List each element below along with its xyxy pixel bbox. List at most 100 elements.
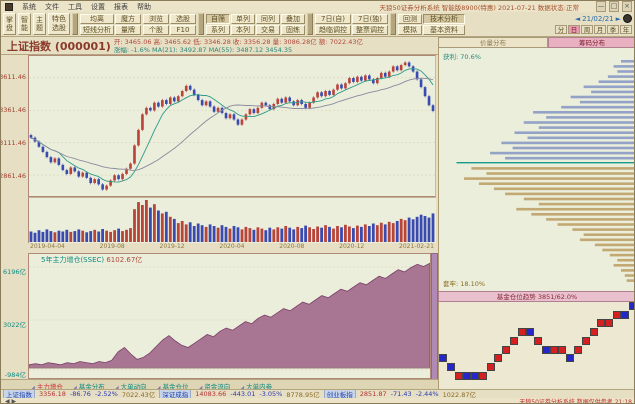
toolbar-button-tech-analysis[interactable]: 技术分析: [423, 13, 465, 24]
toolbar-button-2[interactable]: 魔方: [115, 13, 141, 24]
period-tab-month[interactable]: 月: [594, 25, 606, 34]
bottom-strip: ◀ ▶ 天狼50证券分析系统 数据仅供参考 21:18: [1, 398, 634, 404]
toolbar-right-cluster: ◄ 21/02/21 ► 分 日 周 月 季 年: [555, 14, 634, 34]
toolbar-button-samecol[interactable]: 同列: [256, 13, 280, 24]
fund-trend-block: [439, 354, 447, 363]
fund-trend-block: [542, 345, 550, 354]
toolbar-group-4: 7日(自) 7日(独) 趋临调控 整票调控: [315, 13, 388, 35]
toolbar-button-select[interactable]: 选股: [170, 13, 196, 24]
tab-bigorder-ref[interactable]: 大单内参: [240, 381, 272, 391]
fund-trend-block: [621, 310, 630, 319]
fund-trend-block: [534, 336, 542, 345]
period-tab-quarter[interactable]: 季: [607, 25, 619, 34]
toolbar-button-7day-auto[interactable]: 7日(自): [315, 13, 351, 24]
index-pct: -2.52%: [94, 390, 118, 398]
menu-help[interactable]: 帮助: [137, 2, 151, 11]
toolbar-button-smart[interactable]: 智能: [18, 13, 31, 35]
fund-trend-block: [446, 362, 455, 371]
toolbar-button-theme[interactable]: 主题: [33, 13, 46, 35]
toolbar-button-trend-ctl[interactable]: 趋临调控: [315, 24, 351, 35]
fund-trend-block: [573, 345, 582, 354]
index-amount: 7022.43亿: [121, 391, 156, 398]
toolbar-button-3[interactable]: 短线分析: [80, 24, 114, 35]
menu-reports[interactable]: 报表: [114, 2, 128, 11]
toolbar-group-2: 浏览 选股 个股 F10: [143, 13, 196, 35]
price-tick: 3611.46: [0, 73, 26, 81]
period-tab-day[interactable]: 日: [568, 25, 580, 34]
index-label[interactable]: 创业板指: [323, 390, 356, 398]
window-title: 天狼50证券分析系统 智能版8900(特惠) 2021-07-21 数据状态:正…: [379, 3, 579, 12]
period-tab-min[interactable]: 分: [555, 25, 567, 34]
tab-fund-position[interactable]: 基金仓位: [157, 381, 188, 391]
toolbar-button-selfscreen[interactable]: 自筛: [206, 13, 230, 24]
subchart-tick: -984亿: [4, 371, 26, 379]
minimize-button[interactable]: —: [596, 1, 606, 12]
toolbar-button-thiscol[interactable]: 本列: [231, 24, 255, 35]
fund-trend-block: [518, 328, 527, 337]
chip-distribution-panel[interactable]: 获利: 70.6% 套牢: 18.10%: [438, 48, 634, 291]
toolbar-button-stock[interactable]: 个股: [143, 24, 169, 35]
toolbar-button-1[interactable]: 均离: [80, 13, 114, 24]
next-date-arrow[interactable]: ►: [615, 14, 621, 23]
stock-info-bar: 上证指数 (000001) 开: 3465.06 高: 3465.62 低: 3…: [1, 37, 438, 55]
tab-chip-distribution[interactable]: 筹码分布: [548, 37, 634, 48]
scroll-arrows[interactable]: ◀ ▶: [5, 398, 17, 404]
title-bar: 系统 文件 工具 设置 报表 帮助 天狼50证券分析系统 智能版8900(特惠)…: [1, 1, 634, 12]
toolbar-button-palm[interactable]: 掌盘: [3, 13, 16, 35]
volume-pane[interactable]: [28, 197, 436, 243]
toolbar-button-practice[interactable]: 固练: [281, 24, 305, 35]
toolbar-button-f10[interactable]: F10: [170, 24, 196, 35]
toolbar-button-feature-stockpick[interactable]: 特色选股: [48, 13, 70, 35]
tab-fund-dist[interactable]: 基金分布: [73, 381, 105, 391]
fund-trend-block: [557, 345, 566, 354]
fund-trend-block: [510, 336, 519, 345]
index-label[interactable]: 上证指数: [3, 390, 35, 398]
fund-trend-block: [597, 319, 606, 328]
menu-tools[interactable]: 工具: [68, 2, 82, 11]
subchart-tick: 3022亿: [2, 321, 26, 329]
fund-trend-chart[interactable]: [438, 302, 634, 389]
period-tab-year[interactable]: 年: [620, 25, 632, 34]
fund-trend-block: [462, 371, 471, 380]
price-axis: 3611.46 3361.46 3111.46 2861.46: [1, 55, 28, 197]
toolbar-button-trade[interactable]: 交易: [256, 24, 280, 35]
toolbar-button-series[interactable]: 系列: [206, 24, 230, 35]
menu-file[interactable]: 文件: [45, 2, 59, 11]
menu-system[interactable]: 系统: [22, 2, 36, 11]
period-tab-week[interactable]: 周: [581, 25, 593, 34]
date-axis: 2019-04-04 2019-08 2019-12 2020-04 2020-…: [28, 243, 436, 253]
toolbar-button-whole-ctl[interactable]: 整票调控: [352, 24, 388, 35]
kline-chart[interactable]: [28, 55, 436, 197]
toolbar-separator: [198, 13, 204, 35]
prev-date-arrow[interactable]: ◄: [574, 14, 581, 23]
close-button[interactable]: ×: [622, 1, 632, 12]
fund-position-panel: 基金仓位趋势 3851/62.0%: [438, 291, 634, 389]
toolbar-button-backtest[interactable]: 回测: [398, 13, 422, 24]
tab-moneyflow[interactable]: 资金流向: [198, 381, 230, 391]
index-price: 2851.87: [359, 390, 387, 398]
chip-bars: [456, 60, 634, 282]
tab-bigorder[interactable]: 大单动向: [115, 381, 147, 391]
toolbar-button-basic-info[interactable]: 基本资料: [423, 24, 465, 35]
date-tick: 2020-12: [339, 243, 365, 250]
gear-icon[interactable]: [623, 14, 632, 23]
tab-price-volume[interactable]: 价量分布: [438, 37, 548, 48]
price-tick: 2861.46: [0, 172, 26, 180]
maximize-button[interactable]: □: [609, 1, 619, 12]
toolbar-button-simulate[interactable]: 模拟: [398, 24, 422, 35]
toolbar-button-overlay[interactable]: 叠加: [281, 13, 305, 24]
vertical-divider[interactable]: [431, 253, 438, 389]
toolbar-button-singlecol[interactable]: 单列: [231, 13, 255, 24]
toolbar-button-4[interactable]: 量牌: [115, 24, 141, 35]
tab-mainforce[interactable]: 主力增仓: [31, 381, 63, 391]
menu-settings[interactable]: 设置: [91, 2, 105, 11]
toolbar-button-7day-ind[interactable]: 7日(独): [352, 13, 388, 24]
mainforce-chart[interactable]: [28, 253, 431, 379]
fund-trend-block: [613, 310, 622, 319]
price-tick: 3361.46: [0, 106, 26, 114]
index-label[interactable]: 深证成指: [159, 390, 192, 398]
fund-panel-title: 基金仓位趋势 3851/62.0%: [438, 291, 634, 302]
fund-trend-block: [581, 336, 590, 345]
toolbar-button-browse[interactable]: 浏览: [143, 13, 169, 24]
